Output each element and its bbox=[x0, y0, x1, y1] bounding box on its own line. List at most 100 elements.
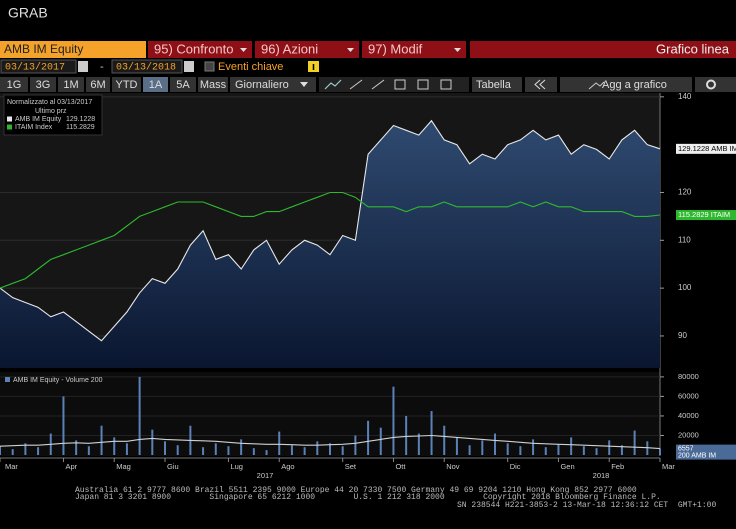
events-label: Eventi chiave bbox=[218, 61, 283, 73]
table-text: Tabella bbox=[476, 79, 512, 91]
x-tick-label: Ago bbox=[281, 462, 294, 471]
y-tick-label: 140 bbox=[678, 92, 692, 101]
calendar-icon[interactable] bbox=[78, 61, 88, 72]
volume-bar bbox=[608, 440, 611, 455]
period-button[interactable] bbox=[112, 77, 141, 92]
table-button[interactable] bbox=[472, 77, 522, 92]
last-value: 129.1228 bbox=[678, 144, 709, 153]
volume-bar bbox=[240, 439, 243, 455]
x-tick-label: Feb bbox=[611, 462, 624, 471]
last-value-label: 129.1228 AMB IM bbox=[678, 144, 736, 153]
tool-icon bbox=[417, 79, 429, 90]
add-to-chart-button[interactable] bbox=[560, 77, 692, 92]
volume-bar bbox=[75, 440, 78, 455]
date-separator: - bbox=[100, 61, 104, 73]
command-button[interactable] bbox=[255, 41, 359, 58]
volume-bar bbox=[481, 440, 484, 455]
dropdown-arrow bbox=[347, 48, 354, 52]
tool-icon bbox=[349, 79, 363, 90]
y-tick-label: 40000 bbox=[678, 411, 699, 420]
legend-normalized: Normalizzato al 03/13/2017 bbox=[7, 99, 92, 106]
last-value-name: AMB IM bbox=[711, 144, 736, 153]
volume-bar bbox=[0, 446, 1, 455]
period-text: YTD bbox=[116, 79, 138, 91]
period-button[interactable] bbox=[143, 77, 168, 92]
legend-value: 115.2829 bbox=[66, 124, 95, 131]
x-tick-label: Mar bbox=[5, 462, 18, 471]
period-button[interactable] bbox=[170, 77, 196, 92]
line bbox=[0, 119, 661, 342]
command-button[interactable] bbox=[362, 41, 466, 58]
volume-bar bbox=[37, 447, 40, 455]
volume-bar bbox=[24, 443, 27, 455]
gear-icon bbox=[706, 79, 716, 90]
dropdown-arrow bbox=[454, 48, 461, 52]
footer-line: Australia 61 2 9777 8600 Brazil 5511 239… bbox=[75, 486, 637, 495]
legend-name: ITAIM Index bbox=[15, 124, 53, 131]
last-value: 115.2829 bbox=[678, 210, 709, 219]
last-value-name: ITAIM bbox=[711, 210, 730, 219]
volume-bar bbox=[595, 448, 598, 455]
security-text: AMB IM Equity bbox=[4, 42, 83, 56]
volume-bar bbox=[506, 443, 509, 455]
y-tick-label: 90 bbox=[678, 331, 687, 340]
volume-bar bbox=[100, 425, 103, 455]
view-field[interactable] bbox=[470, 41, 736, 58]
period-button[interactable] bbox=[58, 77, 84, 92]
x-tick-label: Mag bbox=[116, 462, 131, 471]
chart-tools[interactable] bbox=[319, 77, 469, 92]
events-checkbox[interactable] bbox=[204, 61, 215, 72]
tool-icon bbox=[394, 79, 406, 90]
period-buttons: 1G 3G 1M 6M YTD 1A 5A Mass bbox=[0, 77, 228, 92]
volume-bar bbox=[367, 420, 370, 455]
period-button[interactable] bbox=[86, 77, 110, 92]
volume-bar bbox=[87, 446, 90, 455]
last-value-box bbox=[676, 143, 736, 154]
volume-bar bbox=[532, 439, 535, 455]
volume-bar bbox=[557, 444, 560, 455]
period-button[interactable] bbox=[30, 77, 56, 92]
window-title: GRAB bbox=[8, 5, 48, 21]
dropdown-arrow bbox=[300, 82, 308, 87]
last-value-box bbox=[676, 210, 736, 221]
add-icon bbox=[588, 81, 605, 90]
volume-bar bbox=[659, 448, 661, 455]
volume-bar bbox=[570, 437, 573, 455]
end-date-field[interactable] bbox=[111, 59, 183, 74]
y-tick-label: 20000 bbox=[678, 430, 699, 439]
back-button[interactable] bbox=[525, 77, 557, 92]
volume-bar bbox=[278, 431, 281, 455]
period-text: Mass bbox=[200, 79, 227, 91]
security-field[interactable] bbox=[0, 41, 146, 58]
start-date-field[interactable] bbox=[0, 59, 77, 74]
period-text: 3G bbox=[36, 79, 51, 91]
tool-icon bbox=[371, 79, 385, 90]
period-button[interactable] bbox=[198, 77, 228, 92]
end-date: 03/13/2018 bbox=[116, 62, 176, 74]
frequency-dropdown[interactable] bbox=[230, 77, 316, 92]
x-tick-label: Gen bbox=[560, 462, 574, 471]
last-value-box bbox=[676, 444, 736, 460]
period-button[interactable] bbox=[0, 77, 28, 92]
legend-items: AMB IM Equity 129.1228 ITAIM Index 115.2829 bbox=[7, 116, 95, 131]
volume-bar bbox=[582, 446, 585, 455]
volume-bar bbox=[430, 411, 433, 455]
command-text: 95) Confronto bbox=[154, 41, 234, 56]
command-items: 95) Confronto 96) Azioni 97) Modif bbox=[148, 41, 466, 58]
volume-bar bbox=[252, 448, 255, 455]
legend-last-price: Ultimo prz bbox=[35, 108, 67, 115]
volume-bar bbox=[290, 445, 293, 455]
volume-bar bbox=[329, 443, 331, 455]
volume-bar bbox=[341, 446, 344, 455]
last-value-label: 115.2829 ITAIM bbox=[678, 210, 730, 219]
year-label: 2017 bbox=[257, 471, 274, 480]
command-button[interactable] bbox=[148, 41, 252, 58]
calendar-icon[interactable] bbox=[184, 61, 194, 72]
volume-bar bbox=[633, 430, 636, 455]
command-text: 97) Modif bbox=[368, 41, 423, 56]
legend-name: AMB IM Equity bbox=[15, 116, 62, 123]
